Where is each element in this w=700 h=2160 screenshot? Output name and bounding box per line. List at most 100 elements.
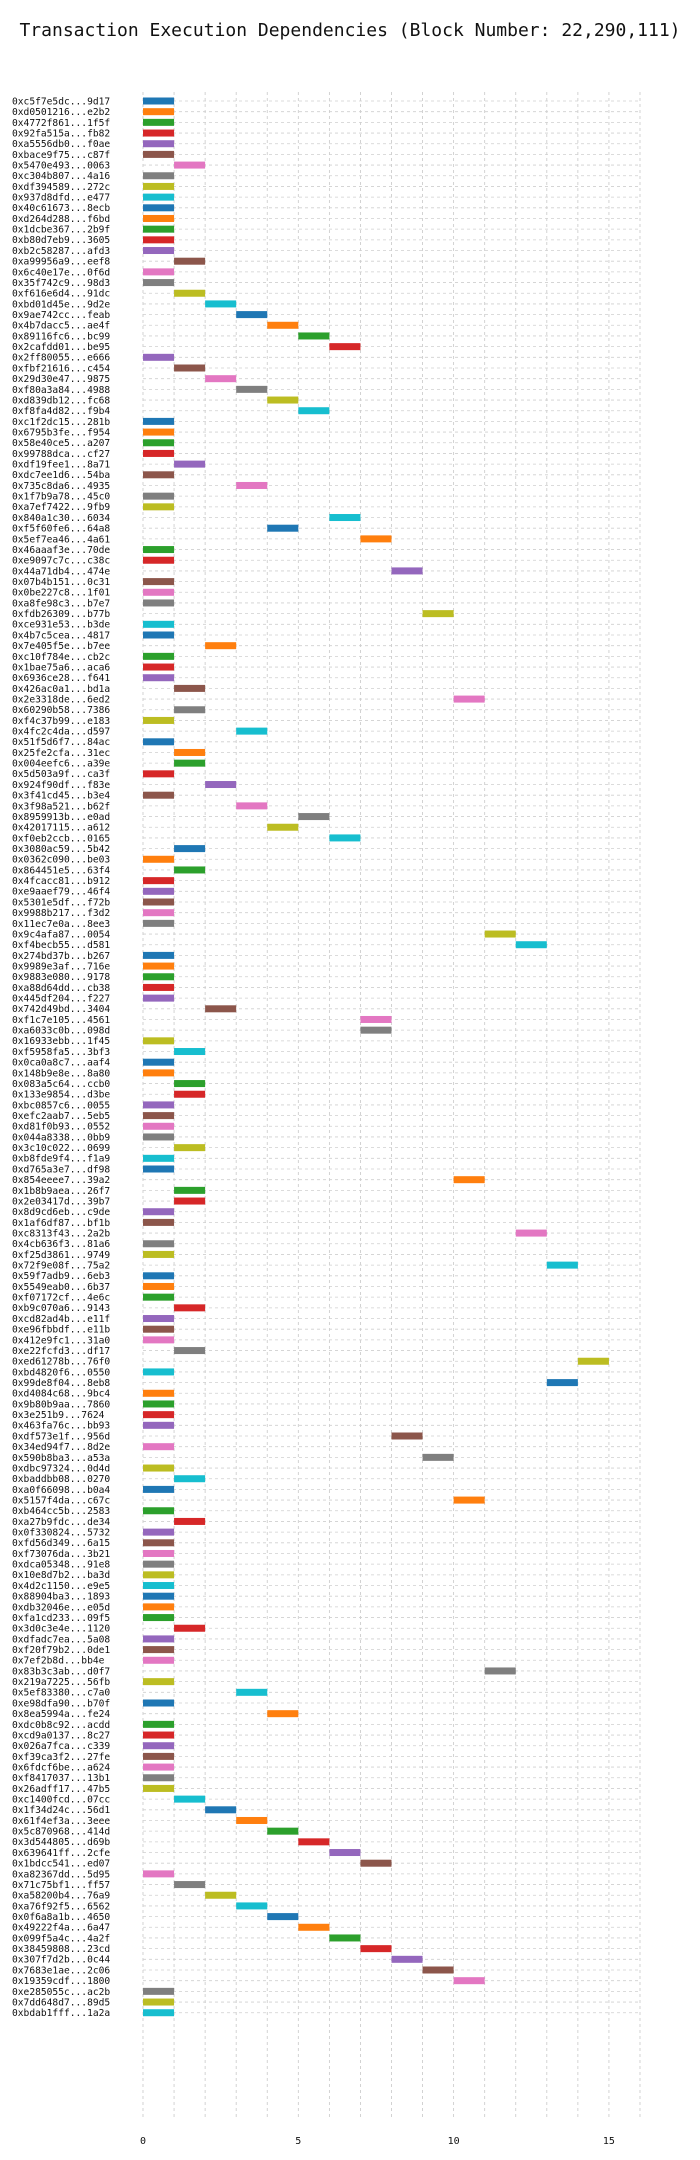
transaction-bar — [143, 1282, 175, 1290]
transaction-bar — [174, 1881, 206, 1889]
row-label: 0x5c870968...414d — [12, 1827, 110, 1838]
row-label: 0xcd9a0137...8c27 — [12, 1730, 110, 1741]
transaction-bar — [143, 1614, 175, 1622]
row-label: 0x07b4b151...0c31 — [12, 577, 110, 588]
transaction-bar — [143, 140, 175, 148]
row-label: 0x7e405f5e...b7ee — [12, 641, 110, 652]
transaction-bar — [143, 503, 175, 511]
row-label: 0xd81f0b93...0552 — [12, 1122, 110, 1133]
transaction-bar — [267, 823, 299, 831]
x-axis: 0 5 10 15 — [140, 2136, 615, 2147]
transaction-bar — [143, 1443, 175, 1451]
row-label: 0x840a1c30...6034 — [12, 513, 110, 524]
row-label: 0xa0f66098...b0a4 — [12, 1485, 110, 1496]
row-label: 0xa88d64dd...cb38 — [12, 983, 110, 994]
transaction-bar — [236, 1688, 268, 1696]
transaction-bar — [143, 1742, 175, 1750]
transaction-bar — [143, 172, 175, 180]
transaction-bar — [174, 1144, 206, 1152]
x-tick-label: 5 — [295, 2136, 301, 2147]
transaction-bar — [267, 321, 299, 329]
transaction-bar — [174, 748, 206, 756]
transaction-bar — [143, 1549, 175, 1557]
transaction-bar — [174, 759, 206, 767]
x-tick-label: 0 — [140, 2136, 146, 2147]
row-label: 0x0362c090...be03 — [12, 855, 110, 866]
row-label: 0x3f41cd45...b3e4 — [12, 791, 110, 802]
row-label: 0x10e8d7b2...ba3d — [12, 1570, 110, 1581]
transaction-bar — [143, 652, 175, 660]
transaction-bar — [143, 279, 175, 287]
transaction-bar — [143, 1784, 175, 1792]
row-label: 0xc304b807...4a16 — [12, 171, 110, 182]
transaction-bar — [143, 1133, 175, 1141]
row-label: 0xf4becb55...d581 — [12, 940, 110, 951]
row-label: 0xa5556db0...f0ae — [12, 139, 110, 150]
transaction-bar — [174, 1517, 206, 1525]
transaction-bar — [236, 1816, 268, 1824]
transaction-bar — [143, 1560, 175, 1568]
row-label: 0x4fc2c4da...d597 — [12, 727, 110, 738]
row-label: 0x3e251b9...7624 — [12, 1410, 105, 1421]
row-label: 0xe96fbbdf...e11b — [12, 1325, 110, 1336]
transaction-bar — [546, 1379, 578, 1387]
row-label: 0xd765a3e7...df98 — [12, 1164, 110, 1175]
transaction-bar — [143, 770, 175, 778]
transaction-bar — [298, 813, 330, 821]
row-label: 0xe9097c7c...c38c — [12, 556, 110, 567]
transaction-bar — [143, 1154, 175, 1162]
row-label: 0x61f4ef3a...3eee — [12, 1816, 110, 1827]
row-label: 0x5157f4da...c67c — [12, 1495, 110, 1506]
row-label: 0x6c40e17e...0f6d — [12, 267, 110, 278]
row-label: 0xcd82ad4b...e11f — [12, 1314, 110, 1325]
row-label: 0xf25d3861...9749 — [12, 1250, 110, 1261]
transaction-bar — [453, 1977, 485, 1985]
row-label: 0x7ef2b8d...bb4e — [12, 1656, 105, 1667]
transaction-bar — [143, 1250, 175, 1258]
row-label: 0x2cafdd01...be95 — [12, 342, 110, 353]
row-label: 0x639641ff...2cfe — [12, 1848, 110, 1859]
transaction-bar — [205, 300, 237, 308]
row-label: 0x5d503a9f...ca3f — [12, 769, 110, 780]
transaction-bar — [143, 855, 175, 863]
transaction-bar — [143, 97, 175, 105]
transaction-bar — [143, 471, 175, 479]
transaction-bar — [298, 1838, 330, 1846]
transaction-bar — [143, 118, 175, 126]
row-label: 0xf616e6d4...91dc — [12, 289, 110, 300]
transaction-bar — [174, 1795, 206, 1803]
row-label: 0x148b9e8e...8a80 — [12, 1068, 110, 1079]
row-label: 0xf73076da...3b21 — [12, 1549, 110, 1560]
row-label: 0x3080ac59...5b42 — [12, 844, 110, 855]
transaction-bar — [391, 567, 423, 575]
row-label: 0xa99956a9...eef8 — [12, 257, 110, 268]
row-label: 0x219a7225...56fb — [12, 1677, 110, 1688]
row-label: 0xc5f7e5dc...9d17 — [12, 96, 110, 107]
transaction-bar — [267, 1710, 299, 1718]
transaction-bar — [143, 1464, 175, 1472]
row-label: 0x1b8b9aea...26f7 — [12, 1186, 110, 1197]
x-tick-label: 10 — [448, 2136, 460, 2147]
row-label: 0x9883e080...9178 — [12, 972, 110, 983]
transaction-bar — [360, 1859, 392, 1867]
row-label: 0x1bdcc541...ed07 — [12, 1859, 110, 1870]
transaction-bar — [236, 802, 268, 810]
transaction-bar — [174, 1347, 206, 1355]
transaction-bar — [143, 1731, 175, 1739]
transaction-bar — [143, 1592, 175, 1600]
transaction-bar — [143, 1325, 175, 1333]
row-label: 0x5ef83380...c7a0 — [12, 1688, 110, 1699]
row-label: 0x2ff80055...e666 — [12, 353, 110, 364]
transaction-bar — [174, 460, 206, 468]
row-label: 0xe98dfa90...b70f — [12, 1698, 110, 1709]
row-label: 0xd264d288...f6bd — [12, 214, 110, 225]
transaction-bar — [143, 1336, 175, 1344]
transaction-bar — [484, 1667, 516, 1675]
transaction-bar — [143, 1571, 175, 1579]
row-label: 0x9988b217...f3d2 — [12, 908, 110, 919]
row-label: 0x1af6df87...bf1b — [12, 1218, 110, 1229]
row-label: 0x2e3318de...6ed2 — [12, 694, 110, 705]
row-label: 0x4b7dacc5...ae4f — [12, 321, 110, 332]
row-label: 0x26adff17...47b5 — [12, 1784, 110, 1795]
row-label: 0xb80d7eb9...3605 — [12, 235, 110, 246]
